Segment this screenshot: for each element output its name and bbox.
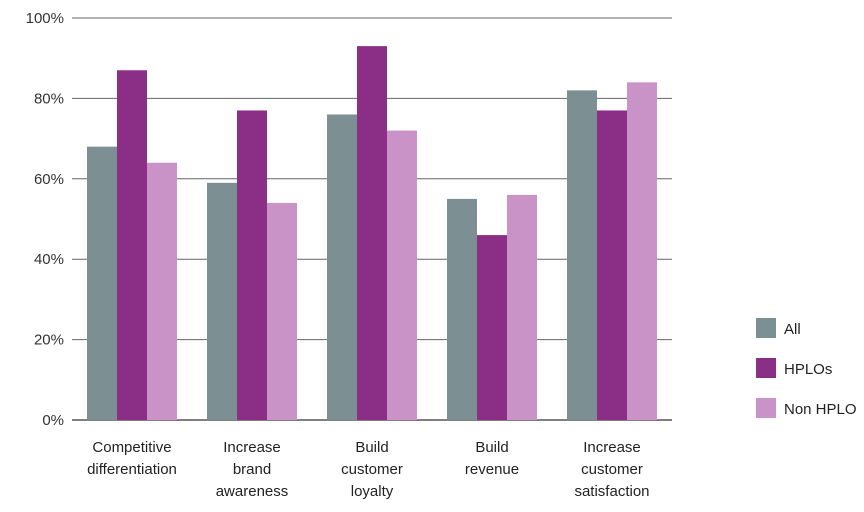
- y-tick-label: 40%: [34, 251, 64, 268]
- legend-swatch: [756, 398, 776, 418]
- y-tick-label: 80%: [34, 90, 64, 107]
- bar: [357, 46, 387, 420]
- bar: [87, 146, 117, 420]
- x-category-label: Competitive differentiation: [87, 439, 177, 478]
- x-axis-labels: Competitive differentiation Increase brand a…: [87, 439, 649, 500]
- x-category-label: Increase brand awareness: [216, 439, 289, 500]
- legend-label: All: [784, 321, 801, 338]
- bars: [87, 46, 657, 421]
- legend: All HPLOs Non HPLO: [756, 318, 857, 418]
- y-axis-ticks: 0% 20% 40% 60% 80% 100%: [26, 10, 64, 429]
- legend-label: HPLOs: [784, 361, 832, 378]
- bar: [387, 130, 417, 420]
- bar: [597, 110, 627, 421]
- bar: [327, 114, 357, 420]
- x-category-label: Increase customer satisfaction: [574, 439, 649, 500]
- bar: [207, 182, 237, 420]
- legend-label: Non HPLO: [784, 401, 857, 418]
- y-tick-label: 100%: [26, 10, 64, 27]
- y-tick-label: 20%: [34, 332, 64, 349]
- bar: [627, 82, 657, 420]
- y-tick-label: 60%: [34, 171, 64, 188]
- bar: [507, 194, 537, 420]
- legend-swatch: [756, 358, 776, 378]
- bar: [117, 70, 147, 420]
- bar: [447, 198, 477, 420]
- bar: [477, 235, 507, 420]
- bar: [567, 90, 597, 421]
- bar: [267, 202, 297, 420]
- y-tick-label: 0%: [42, 412, 64, 429]
- legend-swatch: [756, 318, 776, 338]
- x-category-label: Build revenue: [465, 439, 519, 478]
- bar: [147, 162, 177, 420]
- x-category-label: Build customer loyalty: [341, 439, 403, 500]
- bar: [237, 110, 267, 421]
